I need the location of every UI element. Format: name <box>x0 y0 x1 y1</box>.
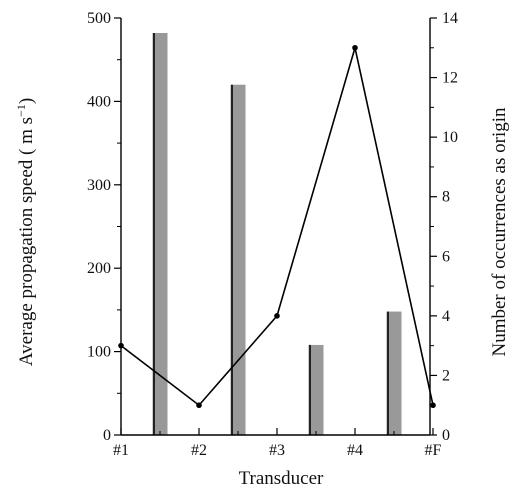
line-point-2 <box>196 402 202 409</box>
y-right-tick-label: 6 <box>442 248 450 265</box>
line-layer <box>118 44 436 409</box>
bar-3 <box>308 344 324 435</box>
y-left-tick-label: 0 <box>103 427 111 444</box>
x-tick-label: #4 <box>347 442 363 459</box>
y-axis-left-title-main: Average propagation speed ( m s <box>16 117 37 366</box>
y-left-tick-label: 500 <box>87 10 111 27</box>
x-tick-label: #F <box>425 442 442 459</box>
bars-layer <box>152 33 402 436</box>
axes-layer <box>114 17 437 436</box>
bar-2 <box>230 84 246 435</box>
y-right-tick-label: 4 <box>442 308 450 325</box>
y-axis-left-title: Average propagation speed ( m s−1) <box>14 98 37 366</box>
y-left-tick-label: 200 <box>87 260 111 277</box>
y-right-tick-label: 12 <box>442 70 458 87</box>
y-right-tick-label: 14 <box>442 10 458 27</box>
y-right-tick-label: 8 <box>442 189 450 206</box>
y-right-tick-label: 2 <box>442 367 450 384</box>
y-right-tick-label: 0 <box>442 427 450 444</box>
x-tick-label: #1 <box>113 442 129 459</box>
y-left-tick-label: 100 <box>87 344 111 361</box>
bar-1 <box>152 33 168 436</box>
line-series <box>120 47 434 407</box>
y-left-tick-label: 400 <box>87 93 111 110</box>
y-axis-left-title-close: ) <box>16 98 37 104</box>
x-tick-label: #2 <box>191 442 207 459</box>
x-tick-label: #3 <box>269 442 285 459</box>
y-axis-left-title-sup: −1 <box>14 104 28 117</box>
line-point-3 <box>274 313 280 319</box>
y-left-tick-label: 300 <box>87 177 111 194</box>
labels-layer: 0 100 200 300 400 500 0 2 4 6 8 10 12 14 #1 #2 #3 #4 #F <box>87 10 458 459</box>
y-right-tick-label: 10 <box>442 129 458 146</box>
x-axis-title: Transducer <box>239 468 324 489</box>
y-axis-right-title: Number of occurrences as origin <box>489 107 510 357</box>
bar-4 <box>386 311 402 435</box>
line-point-4 <box>352 44 358 51</box>
